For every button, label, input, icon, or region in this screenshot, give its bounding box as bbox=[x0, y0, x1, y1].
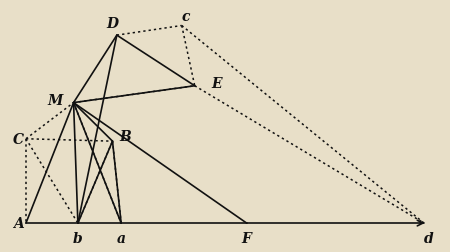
Text: c: c bbox=[182, 10, 190, 24]
Text: A: A bbox=[13, 216, 24, 230]
Text: b: b bbox=[73, 231, 83, 245]
Text: D: D bbox=[107, 17, 118, 31]
Text: C: C bbox=[13, 132, 24, 146]
Text: d: d bbox=[423, 231, 433, 245]
Text: F: F bbox=[242, 231, 252, 245]
Text: B: B bbox=[120, 130, 131, 144]
Text: E: E bbox=[211, 77, 222, 91]
Text: a: a bbox=[117, 231, 126, 245]
Text: M: M bbox=[48, 94, 63, 108]
